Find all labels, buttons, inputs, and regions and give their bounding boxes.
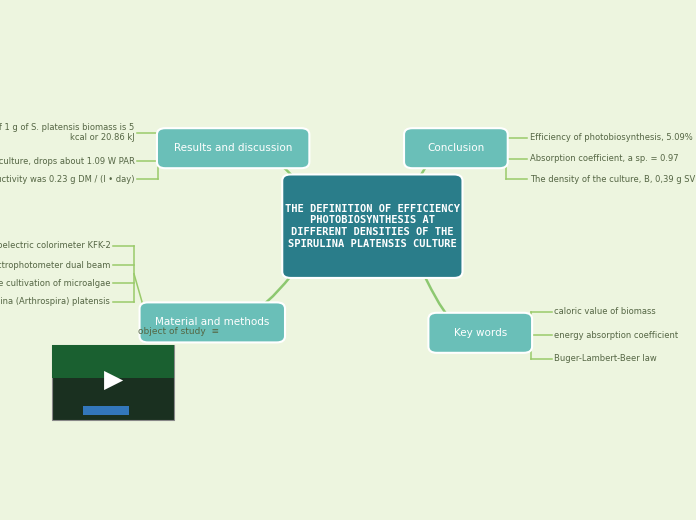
Text: Buger-Lambert-Beer law: Buger-Lambert-Beer law — [554, 354, 657, 363]
Text: Conclusion: Conclusion — [427, 143, 484, 153]
Text: Efficiency of photobiosynthesis, 5.09%: Efficiency of photobiosynthesis, 5.09% — [530, 133, 693, 142]
Text: Key words: Key words — [454, 328, 507, 338]
Text: object of study  ≡: object of study ≡ — [139, 327, 219, 336]
FancyBboxPatch shape — [52, 344, 174, 379]
Text: Concentration photoelectric colorimeter KFK-2: Concentration photoelectric colorimeter … — [0, 241, 110, 251]
Text: maximum productivity was 0.23 g DM / (l • day): maximum productivity was 0.23 g DM / (l … — [0, 175, 135, 184]
Text: ▶: ▶ — [104, 368, 122, 392]
Text: energy absorption coefficient: energy absorption coefficient — [554, 331, 679, 340]
FancyBboxPatch shape — [283, 175, 463, 278]
Text: Material and methods: Material and methods — [155, 317, 269, 328]
Text: THE DEFINITION OF EFFICIENCY
PHOTOBIOSYNTHESIS AT
DIFFERENT DENSITIES OF THE
SPI: THE DEFINITION OF EFFICIENCY PHOTOBIOSYN… — [285, 204, 460, 249]
FancyBboxPatch shape — [428, 313, 532, 353]
FancyBboxPatch shape — [83, 407, 129, 415]
FancyBboxPatch shape — [404, 128, 508, 168]
Text: Results and discussion: Results and discussion — [174, 143, 292, 153]
Text: Uniko 4802 spectrophotometer dual beam: Uniko 4802 spectrophotometer dual beam — [0, 261, 110, 270]
Text: The average caloric content of 1 g of S. platensis biomass is 5
kcal or 20.86 kJ: The average caloric content of 1 g of S.… — [0, 123, 135, 142]
Text: The density of the culture, B, 0,39 g SV / l: The density of the culture, B, 0,39 g SV… — [530, 175, 696, 184]
FancyBboxPatch shape — [139, 302, 285, 343]
Text: Installation for the cultivation of microalgae: Installation for the cultivation of micr… — [0, 279, 110, 288]
Text: caloric value of biomass: caloric value of biomass — [554, 307, 656, 317]
Text: Spirulina (Arthrospira) platensis: Spirulina (Arthrospira) platensis — [0, 297, 110, 306]
Text: on the surface of the culture, drops about 1.09 W PAR: on the surface of the culture, drops abo… — [0, 157, 135, 166]
FancyBboxPatch shape — [157, 128, 309, 168]
Text: Absorption coefficient, a sp. = 0.97: Absorption coefficient, a sp. = 0.97 — [530, 154, 679, 163]
FancyBboxPatch shape — [52, 344, 174, 420]
